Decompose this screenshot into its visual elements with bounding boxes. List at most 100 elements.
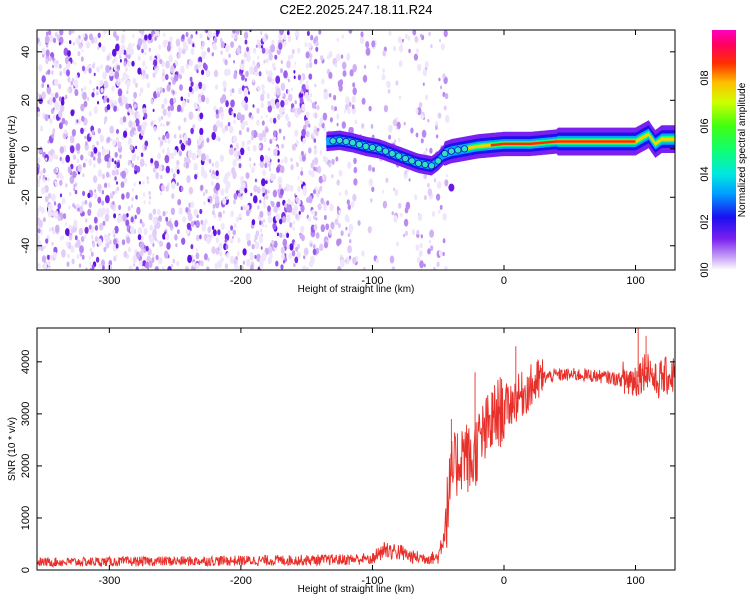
noise-speckle bbox=[165, 74, 169, 81]
noise-speckle bbox=[294, 100, 297, 105]
noise-speckle bbox=[113, 105, 118, 112]
noise-speckle bbox=[275, 213, 281, 222]
noise-speckle bbox=[424, 61, 429, 68]
noise-speckle bbox=[316, 105, 320, 111]
noise-speckle bbox=[116, 68, 119, 73]
noise-speckle bbox=[78, 42, 83, 49]
noise-speckle bbox=[306, 266, 309, 270]
noise-speckle bbox=[103, 246, 107, 253]
noise-speckle bbox=[275, 101, 280, 109]
noise-speckle bbox=[305, 62, 310, 69]
noise-speckle bbox=[197, 138, 202, 146]
noise-speckle bbox=[97, 238, 103, 247]
signal-point bbox=[375, 145, 383, 153]
noise-speckle bbox=[209, 169, 212, 173]
noise-speckle bbox=[89, 261, 92, 267]
noise-speckle bbox=[196, 69, 199, 74]
noise-speckle bbox=[166, 84, 171, 92]
colorbar-tick-label: 0.6 bbox=[699, 118, 711, 133]
noise-speckle bbox=[45, 177, 48, 181]
noise-speckle bbox=[239, 62, 245, 71]
noise-speckle bbox=[297, 74, 301, 81]
noise-speckle bbox=[282, 238, 288, 247]
noise-speckle bbox=[77, 118, 81, 125]
noise-speckle bbox=[176, 182, 179, 187]
noise-speckle bbox=[137, 67, 142, 75]
noise-speckle bbox=[322, 155, 327, 163]
signal-point bbox=[388, 150, 396, 158]
noise-speckle bbox=[73, 79, 79, 88]
noise-speckle bbox=[253, 162, 256, 167]
noise-speckle bbox=[419, 260, 424, 269]
noise-speckle bbox=[313, 215, 316, 220]
noise-speckle bbox=[337, 80, 342, 88]
noise-speckle bbox=[114, 160, 117, 165]
colorbar-label: Normalized spectral amplitude bbox=[737, 82, 748, 217]
noise-speckle bbox=[435, 125, 438, 131]
noise-speckle bbox=[314, 210, 318, 217]
noise-speckle bbox=[422, 68, 428, 77]
noise-speckle bbox=[67, 76, 70, 80]
noise-speckle bbox=[84, 226, 89, 234]
noise-speckle bbox=[121, 77, 124, 82]
noise-speckle bbox=[126, 90, 129, 94]
noise-speckle bbox=[364, 64, 367, 69]
noise-speckle bbox=[233, 113, 236, 118]
noise-speckle bbox=[288, 252, 293, 260]
noise-speckle bbox=[115, 169, 119, 176]
noise-speckle bbox=[105, 242, 110, 249]
noise-speckle bbox=[140, 152, 144, 158]
noise-speckle bbox=[352, 87, 357, 96]
noise-speckle bbox=[252, 79, 255, 83]
noise-speckle bbox=[183, 162, 187, 168]
noise-speckle bbox=[148, 195, 152, 200]
noise-speckle bbox=[328, 51, 333, 59]
noise-speckle bbox=[116, 161, 121, 169]
noise-speckle bbox=[225, 100, 229, 108]
noise-speckle bbox=[200, 219, 204, 225]
noise-speckle bbox=[47, 254, 50, 260]
noise-speckle bbox=[54, 92, 59, 99]
noise-speckle bbox=[263, 203, 267, 209]
noise-speckle bbox=[188, 159, 191, 164]
noise-speckle bbox=[87, 192, 91, 199]
noise-speckle bbox=[261, 47, 266, 54]
noise-speckle bbox=[96, 66, 100, 73]
noise-speckle bbox=[214, 195, 220, 204]
noise-speckle bbox=[143, 228, 148, 236]
noise-speckle bbox=[265, 114, 268, 119]
noise-speckle bbox=[205, 97, 210, 105]
noise-speckle bbox=[248, 91, 250, 95]
noise-speckle bbox=[428, 239, 432, 244]
noise-speckle bbox=[135, 82, 138, 88]
noise-speckle bbox=[246, 204, 250, 211]
noise-speckle bbox=[141, 69, 146, 76]
noise-speckle bbox=[322, 200, 326, 206]
noise-speckle bbox=[132, 34, 135, 39]
noise-speckle bbox=[405, 230, 408, 236]
noise-speckle bbox=[300, 170, 304, 176]
noise-speckle bbox=[39, 94, 42, 99]
noise-speckle bbox=[291, 143, 296, 151]
noise-speckle bbox=[212, 170, 215, 175]
noise-speckle bbox=[212, 124, 218, 133]
noise-speckle bbox=[283, 40, 287, 47]
noise-speckle bbox=[233, 258, 237, 265]
noise-speckle bbox=[254, 255, 257, 259]
noise-speckle bbox=[113, 213, 117, 219]
noise-speckle bbox=[170, 207, 175, 215]
noise-speckle bbox=[49, 117, 53, 124]
noise-speckle bbox=[166, 147, 170, 153]
noise-speckle bbox=[89, 247, 93, 253]
noise-speckle bbox=[171, 181, 176, 190]
noise-speckle bbox=[280, 100, 285, 108]
noise-speckle bbox=[263, 59, 266, 64]
noise-speckle bbox=[59, 172, 63, 179]
noise-speckle bbox=[242, 260, 245, 265]
noise-speckle bbox=[289, 222, 293, 228]
noise-speckle bbox=[294, 241, 297, 246]
noise-speckle bbox=[238, 130, 242, 136]
noise-speckle bbox=[106, 149, 110, 155]
noise-speckle bbox=[128, 120, 133, 128]
noise-speckle bbox=[59, 30, 64, 36]
